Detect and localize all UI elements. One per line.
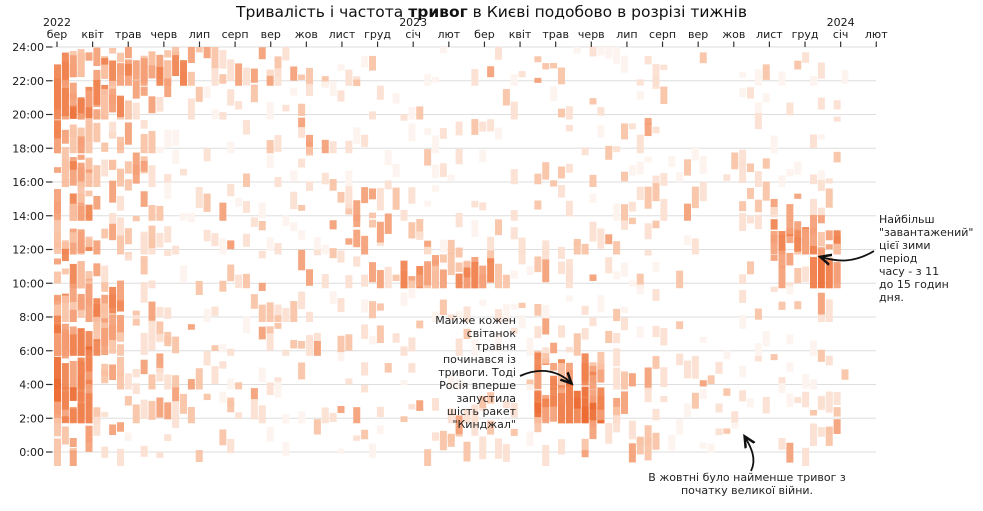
svg-text:20:00: 20:00 (12, 109, 44, 122)
svg-text:груд: груд (792, 28, 819, 41)
svg-text:лист: лист (329, 28, 356, 41)
annotation-winter-busiest-hours: Найбільш "завантажений" цієї зими період… (879, 213, 974, 304)
svg-text:лип: лип (616, 28, 637, 41)
svg-text:трав: трав (542, 28, 569, 41)
svg-text:вер: вер (688, 28, 708, 41)
svg-text:2024: 2024 (827, 16, 855, 29)
svg-text:лип: лип (189, 28, 210, 41)
svg-text:бер: бер (47, 28, 68, 41)
svg-text:лют: лют (437, 28, 460, 41)
svg-text:січ: січ (833, 28, 849, 41)
svg-text:10:00: 10:00 (12, 277, 44, 290)
title-bold-word: тривог (408, 3, 468, 21)
svg-text:жов: жов (295, 28, 318, 41)
svg-text:24:00: 24:00 (12, 41, 44, 54)
svg-text:6:00: 6:00 (19, 345, 44, 358)
axis-labels: 24:00 22:00 20:00 18:00 16:00 14:00 12:00 10:00… (12, 16, 888, 459)
svg-text:квіт: квіт (509, 28, 532, 41)
svg-text:12:00: 12:00 (12, 244, 44, 257)
svg-text:16:00: 16:00 (12, 176, 44, 189)
annotation-may-kinzhal: Майже кожен світанок травня починався із… (435, 314, 516, 431)
svg-text:лист: лист (756, 28, 783, 41)
svg-text:8:00: 8:00 (19, 311, 44, 324)
svg-text:бер: бер (474, 28, 495, 41)
svg-text:серп: серп (649, 28, 676, 41)
svg-text:0:00: 0:00 (19, 446, 44, 459)
svg-text:серп: серп (222, 28, 249, 41)
svg-text:22:00: 22:00 (12, 75, 44, 88)
svg-text:квіт: квіт (81, 28, 104, 41)
svg-text:2:00: 2:00 (19, 412, 44, 425)
svg-text:груд: груд (364, 28, 391, 41)
svg-text:трав: трав (115, 28, 142, 41)
svg-text:вер: вер (261, 28, 281, 41)
annotation-october-fewest-alarms: В жовтні було найменше тривог з початку … (648, 471, 846, 497)
svg-text:2022: 2022 (43, 16, 71, 29)
svg-text:18:00: 18:00 (12, 142, 44, 155)
svg-text:4:00: 4:00 (19, 379, 44, 392)
svg-text:лют: лют (865, 28, 888, 41)
svg-text:січ: січ (405, 28, 421, 41)
title-suffix: в Києві подобово в розрізі тижнів (467, 3, 747, 21)
annotation-arrows (519, 250, 875, 472)
svg-text:черв: черв (578, 28, 605, 41)
svg-text:14:00: 14:00 (12, 210, 44, 223)
page-title: Тривалість і частота тривог в Києві подо… (0, 3, 983, 21)
title-prefix: Тривалість і частота (236, 3, 409, 21)
heatmap-week-columns (54, 47, 849, 466)
svg-text:жов: жов (722, 28, 745, 41)
svg-text:черв: черв (150, 28, 177, 41)
svg-text:2023: 2023 (399, 16, 427, 29)
